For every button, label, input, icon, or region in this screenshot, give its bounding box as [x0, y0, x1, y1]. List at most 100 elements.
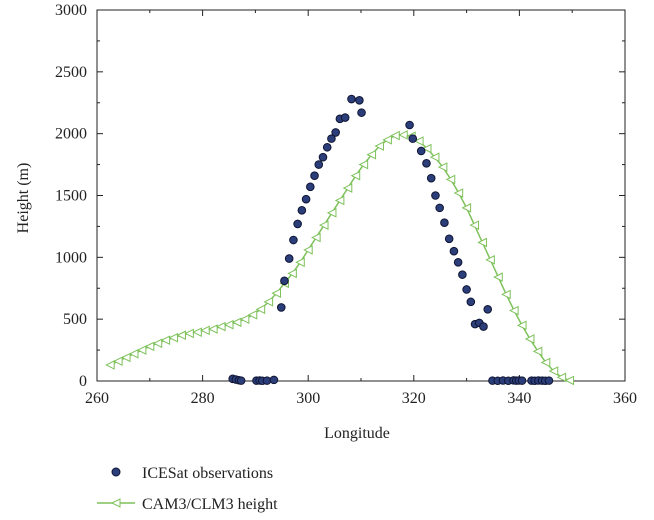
model-point [193, 328, 201, 336]
model-point [154, 339, 162, 347]
legend: ICESat observations CAM3/CLM3 height [97, 465, 278, 513]
legend-label-model: CAM3/CLM3 height [142, 496, 278, 513]
axis-ticks [97, 10, 625, 381]
plot-area [97, 10, 625, 381]
observation-point [545, 377, 553, 385]
model-point [486, 256, 494, 264]
model-point [122, 354, 130, 362]
y-tick-label: 1500 [55, 188, 87, 205]
observation-point [311, 172, 319, 180]
model-point [138, 346, 146, 354]
model-point [566, 376, 574, 384]
observation-point [432, 192, 440, 200]
y-tick-label: 0 [79, 373, 87, 390]
model-point [217, 323, 225, 331]
observation-point [454, 258, 462, 266]
plot-frame [97, 10, 625, 381]
x-tick-label: 300 [296, 390, 320, 407]
observation-point [463, 286, 471, 294]
y-tick-label: 1000 [55, 249, 87, 266]
observation-point [356, 96, 364, 104]
legend-label-observations: ICESat observations [142, 465, 273, 482]
legend-item-observations: ICESat observations [112, 465, 273, 482]
model-point [225, 321, 233, 329]
observation-point [323, 143, 331, 151]
model-point [478, 238, 486, 246]
y-axis-title: Height (m) [15, 163, 32, 234]
model-point [328, 209, 336, 217]
observation-point [281, 277, 289, 285]
model-point [463, 204, 471, 212]
model-point [510, 307, 518, 315]
observation-point [315, 161, 323, 169]
model-point [162, 336, 170, 344]
observation-point [358, 109, 366, 117]
observation-point [436, 204, 444, 212]
x-tick-label: 360 [613, 390, 637, 407]
y-tick-label: 3000 [55, 2, 87, 19]
model-point [344, 184, 352, 192]
observation-point [277, 304, 285, 312]
model-point [170, 334, 178, 342]
model-point [455, 189, 463, 197]
observation-point [319, 153, 327, 161]
model-point [106, 361, 114, 369]
model-point [177, 331, 185, 339]
observation-point [409, 135, 417, 143]
model-point [241, 315, 249, 323]
observation-point [423, 160, 431, 168]
model-point [146, 342, 154, 350]
model-point [391, 132, 399, 140]
model-point [209, 325, 217, 333]
observation-point [348, 95, 356, 103]
observation-point [450, 247, 458, 255]
observation-point [302, 195, 310, 203]
x-axis-title: Longitude [324, 425, 390, 442]
observation-point [459, 271, 467, 279]
x-tick-label: 340 [507, 390, 531, 407]
model-point [352, 172, 360, 180]
model-point [233, 318, 241, 326]
observation-point [307, 183, 315, 191]
observation-point [480, 323, 488, 331]
model-point [399, 131, 407, 139]
observation-point [294, 220, 302, 228]
model-point [114, 357, 122, 365]
model-point [494, 273, 502, 281]
y-tick-label: 2500 [55, 64, 87, 81]
legend-circle-marker [112, 468, 120, 476]
observation-point [298, 207, 306, 215]
observation-point [237, 377, 245, 385]
observation-point [285, 255, 293, 263]
model-point [534, 347, 542, 355]
observation-point [427, 174, 435, 182]
model-point [130, 350, 138, 358]
model-height-line [110, 135, 569, 381]
observation-point [518, 377, 526, 385]
model-point [304, 246, 312, 254]
x-tick-label: 320 [402, 390, 426, 407]
observation-point [484, 305, 492, 313]
model-point [502, 290, 510, 298]
x-tick-label: 280 [191, 390, 215, 407]
observation-point [406, 121, 414, 129]
legend-item-model: CAM3/CLM3 height [97, 496, 278, 513]
observation-point [341, 114, 349, 122]
observation-point [290, 236, 298, 244]
y-tick-label: 500 [63, 311, 87, 328]
model-point [312, 234, 320, 242]
model-line-series [110, 135, 569, 381]
model-point [447, 175, 455, 183]
model-point [320, 221, 328, 229]
model-marker-series [106, 131, 573, 384]
model-point [336, 196, 344, 204]
legend-triangle-marker [112, 499, 120, 507]
model-point [518, 321, 526, 329]
tick-labels: 260 280 300 320 340 360 0 500 1000 1500 2000 2500 30… [55, 2, 637, 407]
model-point [526, 335, 534, 343]
model-point [201, 326, 209, 334]
observation-point [417, 147, 425, 155]
observation-point [467, 298, 475, 306]
model-point [185, 329, 193, 337]
